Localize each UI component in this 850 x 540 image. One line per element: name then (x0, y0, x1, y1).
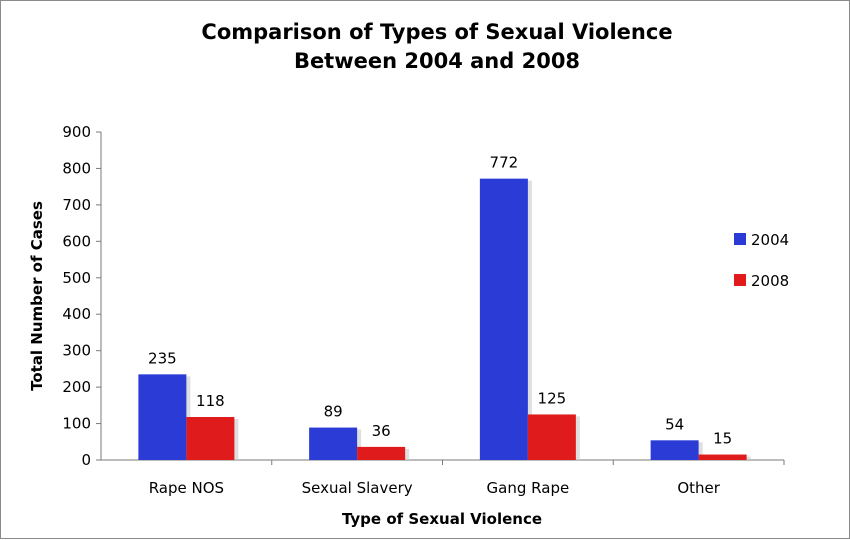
data-label: 125 (538, 389, 567, 407)
y-tick-label: 900 (62, 123, 91, 141)
y-tick-label: 700 (62, 196, 91, 214)
chart-title-line-1: Comparison of Types of Sexual Violence (201, 20, 672, 44)
x-axis-label: Type of Sexual Violence (342, 510, 542, 528)
category-label: Rape NOS (149, 479, 224, 497)
data-label: 118 (196, 392, 225, 410)
legend-label-2004: 2004 (751, 231, 789, 249)
data-label: 54 (665, 415, 684, 433)
y-tick-label: 300 (62, 342, 91, 360)
y-axis-label: Total Number of Cases (28, 201, 46, 391)
data-label: 15 (713, 430, 732, 448)
y-tick-label: 100 (62, 415, 91, 433)
bar-2004 (309, 427, 358, 460)
legend-swatch-2008 (734, 274, 746, 286)
bar-2004 (650, 440, 699, 460)
bar-2008 (698, 454, 747, 460)
data-label: 36 (372, 422, 391, 440)
data-label: 772 (490, 154, 519, 172)
y-tick-label: 600 (62, 232, 91, 250)
category-label: Gang Rape (487, 479, 570, 497)
category-label: Other (677, 479, 720, 497)
bar-2008 (186, 416, 235, 460)
y-tick-label: 800 (62, 159, 91, 177)
chart-title-line-2: Between 2004 and 2008 (294, 49, 580, 73)
data-label: 235 (148, 349, 177, 367)
y-tick-label: 400 (62, 305, 91, 323)
bars: 235 118 89 36 772 125 54 15 (138, 154, 751, 460)
y-tick-label: 0 (81, 451, 91, 469)
bar-2004 (479, 178, 528, 460)
y-tick-label: 200 (62, 378, 91, 396)
bar-2008 (527, 414, 576, 460)
category-labels: Rape NOS Sexual Slavery Gang Rape Other (149, 460, 785, 497)
legend-label-2008: 2008 (751, 272, 789, 290)
bar-2008 (357, 446, 406, 460)
category-label: Sexual Slavery (302, 479, 413, 497)
y-tick-label: 500 (62, 269, 91, 287)
legend-swatch-2004 (734, 233, 746, 245)
data-label: 89 (324, 403, 343, 421)
bar-2004 (138, 374, 187, 460)
y-ticks: 0 100 200 300 400 500 600 700 800 900 (62, 123, 101, 469)
